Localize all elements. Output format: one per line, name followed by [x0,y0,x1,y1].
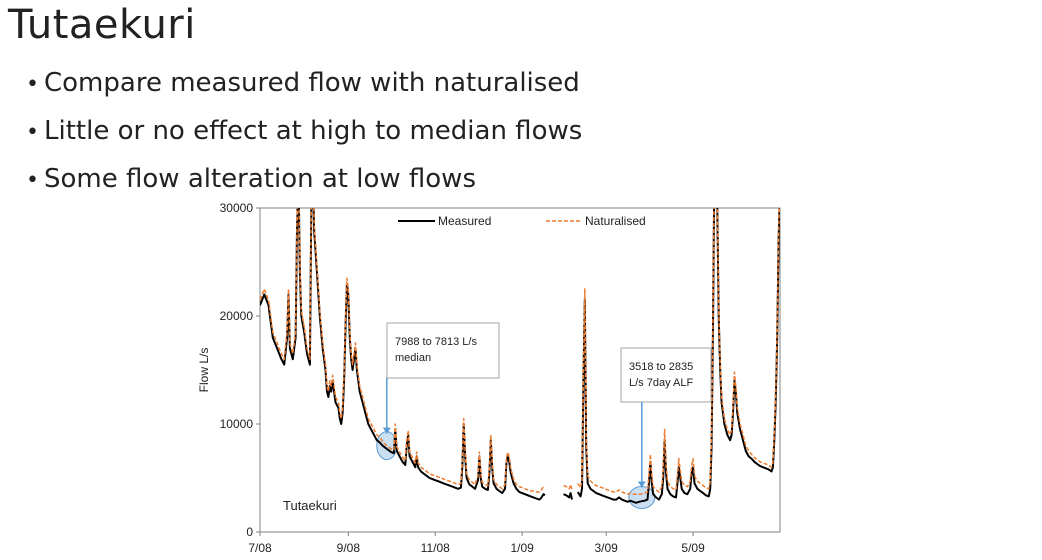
x-tick-label: 3/09 [595,541,619,555]
legend-label-measured: Measured [438,214,491,228]
overlay-layer: Measured Naturalised Tutaekuri 7988 to 7813… [283,214,712,513]
inset-chart-label: Tutaekuri [283,498,337,513]
callout-box [386,322,500,379]
callout-box [620,347,712,403]
callout-text: 7988 to 7813 L/s [395,336,477,348]
plot-frame [259,207,781,533]
bullet-dot-icon: • [26,72,39,97]
y-tick-label: 0 [246,525,253,539]
highlight-ellipse [628,485,656,509]
bullet-list: • Compare measured flow with naturalised … [26,60,582,204]
callout-arrow-head-icon [382,427,391,434]
x-tick-label: 7/08 [248,541,272,555]
flow-chart: 0 10000 20000 30000 7/08 9/08 11/08 1/09 3/09 5/0… [197,201,781,555]
callout-text: L/s 7day ALF [629,377,693,389]
y-axis-label: Flow L/s [197,348,211,393]
bullet-dot-icon: • [26,168,39,193]
x-tick-label: 9/08 [337,541,361,555]
bullet-item: • Little or no effect at high to median f… [26,108,582,156]
chart-axes: 0 10000 20000 30000 7/08 9/08 11/08 1/09 3/09 5/0… [197,201,781,555]
bullet-text: Compare measured flow with naturalised [44,68,580,98]
slide-title: Tutaekuri [8,2,196,48]
bullet-item: • Compare measured flow with naturalised [26,60,582,108]
bullet-text: Little or no effect at high to median fl… [44,116,583,146]
x-tick-label: 5/09 [681,541,705,555]
y-tick-label: 20000 [220,309,254,323]
highlight-layer [376,431,656,509]
series-layer [260,208,780,504]
callout-arrow-head-icon [637,481,646,488]
bullet-dot-icon: • [26,120,39,145]
naturalised-series-line [260,208,780,495]
callout-text: 3518 to 2835 [629,361,693,373]
y-tick-label: 10000 [220,417,254,431]
callout-text: median [395,352,431,364]
legend-label-naturalised: Naturalised [585,214,646,228]
y-tick-label: 30000 [220,201,254,215]
bullet-item: • Some flow alteration at low flows [26,156,582,204]
bullet-text: Some flow alteration at low flows [44,164,476,194]
x-tick-label: 11/08 [421,541,450,555]
x-tick-label: 1/09 [510,541,534,555]
